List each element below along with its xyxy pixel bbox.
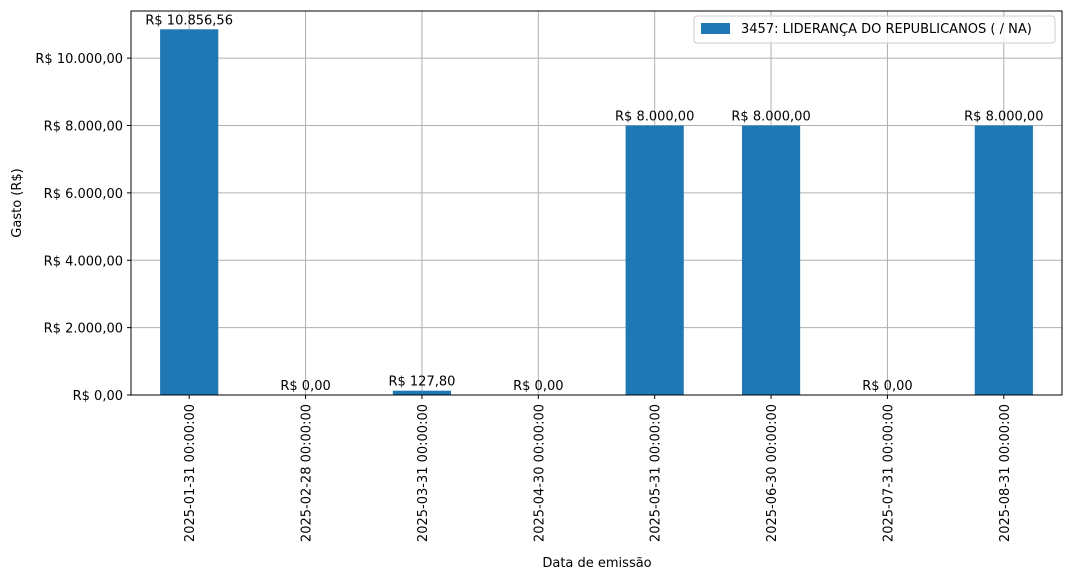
x-tick-label: 2025-08-31 00:00:00 xyxy=(998,404,1013,542)
bar-value-label: R$ 0,00 xyxy=(862,379,912,394)
x-tick-label: 2025-02-28 00:00:00 xyxy=(300,404,315,542)
y-axis-ticks: R$ 0,00 R$ 2.000,00 R$ 4.000,00 R$ 6.000,00… xyxy=(35,52,131,404)
y-tick-label: R$ 4.000,00 xyxy=(44,254,123,269)
legend-box xyxy=(693,15,1056,44)
bar xyxy=(392,390,452,395)
bar-value-label: R$ 8.000,00 xyxy=(731,110,810,125)
x-axis-ticks: 2025-01-31 00:00:00 2025-02-28 00:00:00 20… xyxy=(183,395,1013,542)
bar-value-label: R$ 8.000,00 xyxy=(615,110,694,125)
bar-value-label: R$ 10.856,56 xyxy=(145,13,233,28)
grid xyxy=(131,11,1062,396)
x-tick-label: 2025-03-31 00:00:00 xyxy=(416,404,431,542)
legend-label: 3457: LIDERANÇA DO REPUBLICANOS ( / NA) xyxy=(741,22,1032,37)
x-tick-label: 2025-05-31 00:00:00 xyxy=(649,404,664,542)
legend-swatch xyxy=(701,23,730,34)
bar xyxy=(625,125,684,395)
plot-frame xyxy=(130,10,1063,396)
data-labels: R$ 10.856,56 R$ 0,00 R$ 127,80 R$ 0,00 R$ 8.… xyxy=(145,13,1043,394)
bar-value-label: R$ 0,00 xyxy=(513,379,563,394)
bar-value-label: R$ 0,00 xyxy=(280,379,330,394)
y-tick-label: R$ 8.000,00 xyxy=(44,120,123,135)
x-tick-label: 2025-07-31 00:00:00 xyxy=(881,404,896,542)
bar xyxy=(160,29,219,396)
bars xyxy=(160,29,1033,396)
y-tick-label: R$ 0,00 xyxy=(73,389,123,404)
bar-value-label: R$ 127,80 xyxy=(388,375,455,390)
bar xyxy=(741,125,801,395)
y-tick-label: R$ 2.000,00 xyxy=(44,322,123,337)
y-tick-label: R$ 6.000,00 xyxy=(44,187,123,202)
x-tick-label: 2025-04-30 00:00:00 xyxy=(532,404,547,542)
legend: 3457: LIDERANÇA DO REPUBLICANOS ( / NA) xyxy=(693,15,1056,44)
y-tick-label: R$ 10.000,00 xyxy=(35,52,123,67)
x-tick-label: 2025-06-30 00:00:00 xyxy=(765,404,780,542)
x-tick-label: 2025-01-31 00:00:00 xyxy=(183,404,198,542)
x-axis-title: Data de emissão xyxy=(542,556,651,571)
bar xyxy=(974,125,1033,395)
bar-value-label: R$ 8.000,00 xyxy=(964,110,1043,125)
y-axis-title: Gasto (R$) xyxy=(10,168,25,237)
